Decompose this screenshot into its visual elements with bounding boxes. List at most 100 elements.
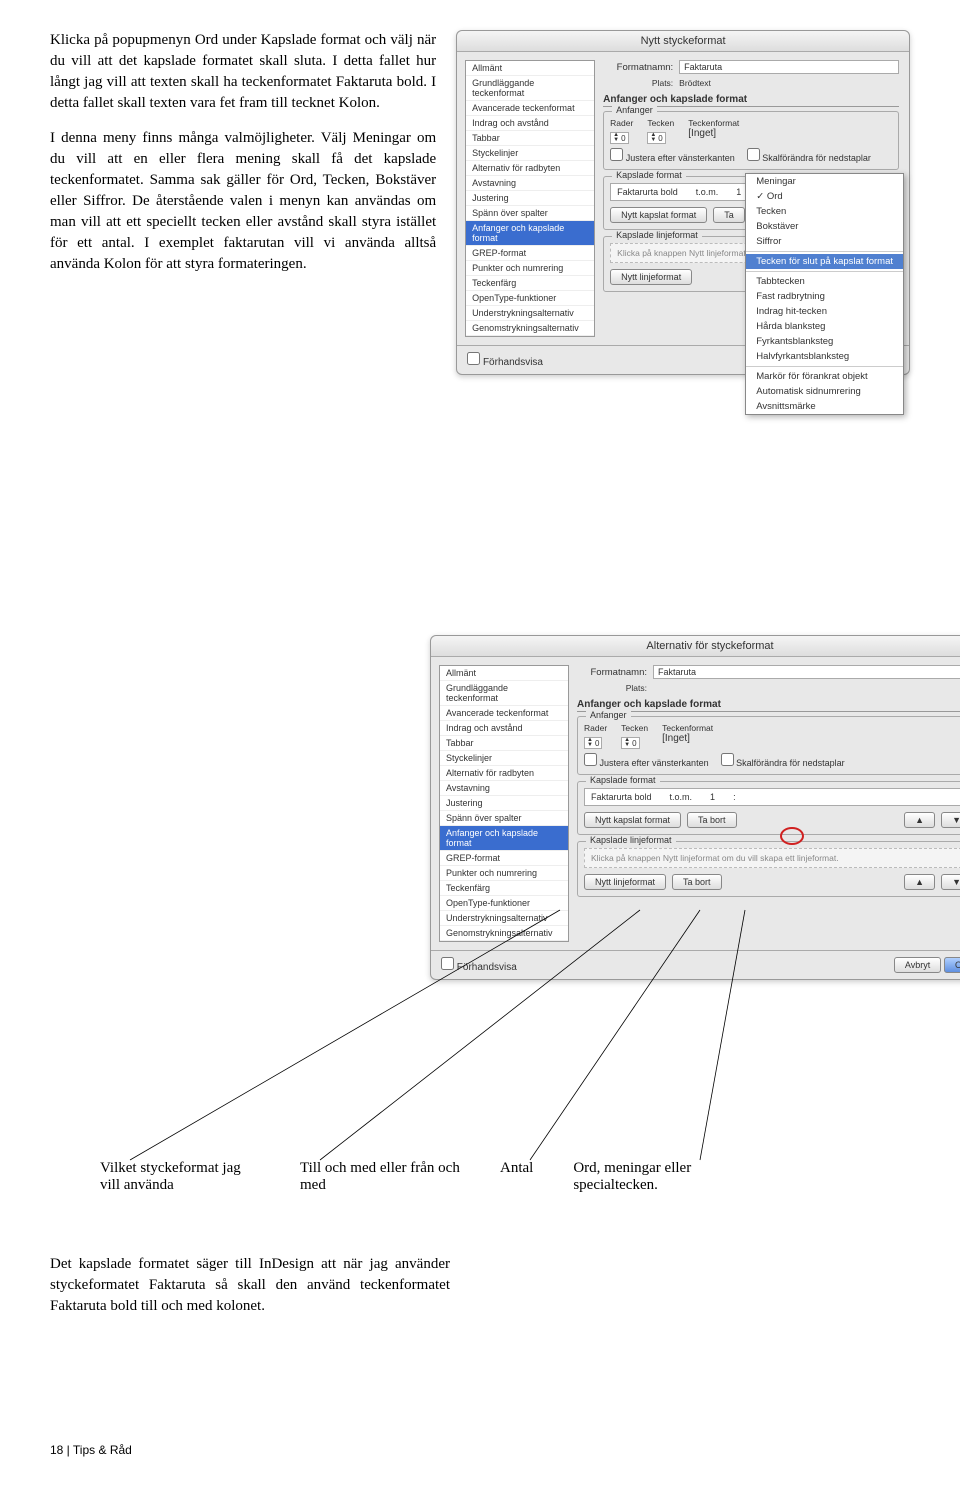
dropdown-item[interactable]: Fast radbrytning: [746, 289, 903, 304]
anfang-group: Anfanger Rader ▲▼0 Tecken ▲▼0 Teckenform…: [577, 716, 960, 775]
sidebar-item[interactable]: GREP-format: [466, 246, 594, 261]
dropdown-item[interactable]: Hårda blanksteg: [746, 319, 903, 334]
nested-count[interactable]: 1: [710, 792, 715, 802]
rader-stepper[interactable]: ▲▼0: [584, 737, 602, 749]
teckenformat-select[interactable]: [Inget]: [662, 733, 960, 744]
sidebar-item[interactable]: Allmänt: [466, 61, 594, 76]
move-up-button[interactable]: ▲: [904, 812, 935, 828]
sidebar-item[interactable]: Grundläggande teckenformat: [440, 681, 568, 706]
dialog-new-paragraph-style: Nytt styckeformat Allmänt Grundläggande …: [456, 30, 910, 375]
dropdown-item[interactable]: Bokstäver: [746, 219, 903, 234]
sidebar-item[interactable]: Avstavning: [466, 176, 594, 191]
chk-justify-left[interactable]: Justera efter vänsterkanten: [610, 148, 735, 163]
preview-checkbox[interactable]: Förhandsvisa: [467, 352, 543, 368]
sidebar-item-selected[interactable]: Anfanger och kapslade format: [466, 221, 594, 246]
move-down-button[interactable]: ▼: [941, 874, 960, 890]
unit-dropdown[interactable]: Meningar Ord Tecken Bokstäver Siffror Te…: [745, 173, 904, 415]
sidebar-item[interactable]: Indrag och avstånd: [440, 721, 568, 736]
sidebar-item[interactable]: Spänn över spalter: [440, 811, 568, 826]
dropdown-item-highlight[interactable]: Tecken för slut på kapslat format: [746, 254, 903, 269]
formatname-input[interactable]: Faktaruta: [679, 60, 899, 74]
sidebar-item[interactable]: Spänn över spalter: [466, 206, 594, 221]
chk-justify-left-box[interactable]: [610, 148, 623, 161]
sidebar-item[interactable]: OpenType-funktioner: [466, 291, 594, 306]
dropdown-item[interactable]: Halvfyrkantsblanksteg: [746, 349, 903, 364]
sidebar-item[interactable]: Styckelinjer: [466, 146, 594, 161]
dropdown-divider: [746, 271, 903, 272]
sidebar-item[interactable]: Grundläggande teckenformat: [466, 76, 594, 101]
nested-tom[interactable]: t.o.m.: [696, 187, 719, 197]
ok-button[interactable]: OK: [944, 957, 960, 973]
delete-line-format-button[interactable]: Ta bort: [672, 874, 722, 890]
chk-scale-desc-box[interactable]: [747, 148, 760, 161]
tecken-stepper[interactable]: ▲▼0: [647, 132, 665, 144]
dropdown-divider: [746, 251, 903, 252]
chk-scale-desc[interactable]: Skalförändra för nedstaplar: [721, 753, 845, 768]
sidebar-item[interactable]: Genomstrykningsalternativ: [466, 321, 594, 336]
category-sidebar[interactable]: Allmänt Grundläggande teckenformat Avanc…: [465, 60, 595, 337]
chk-justify-left-box[interactable]: [584, 753, 597, 766]
sidebar-item[interactable]: Genomstrykningsalternativ: [440, 926, 568, 941]
sidebar-item[interactable]: Avancerade teckenformat: [440, 706, 568, 721]
anno-label-3: Antal: [500, 1160, 533, 1194]
chk-scale-desc-box[interactable]: [721, 753, 734, 766]
new-nested-format-button[interactable]: Nytt kapslat format: [610, 207, 707, 223]
nested-style-name[interactable]: Faktarurta bold: [617, 187, 678, 197]
sidebar-item[interactable]: Avstavning: [440, 781, 568, 796]
dropdown-item[interactable]: Fyrkantsblanksteg: [746, 334, 903, 349]
preview-checkbox-box[interactable]: [467, 352, 480, 365]
delete-nested-format-button[interactable]: Ta bort: [687, 812, 737, 828]
tecken-stepper[interactable]: ▲▼0: [621, 737, 639, 749]
sidebar-item[interactable]: Tabbar: [466, 131, 594, 146]
sidebar-item[interactable]: Punkter och numrering: [440, 866, 568, 881]
sidebar-item[interactable]: Teckenfärg: [466, 276, 594, 291]
dropdown-item[interactable]: Tabbtecken: [746, 274, 903, 289]
sidebar-item[interactable]: Avancerade teckenformat: [466, 101, 594, 116]
teckenformat-select[interactable]: [Inget]: [688, 128, 892, 139]
dropdown-item[interactable]: Indrag hit-tecken: [746, 304, 903, 319]
sidebar-item[interactable]: Justering: [466, 191, 594, 206]
sidebar-item[interactable]: Punkter och numrering: [466, 261, 594, 276]
sidebar-item[interactable]: Styckelinjer: [440, 751, 568, 766]
dropdown-item[interactable]: Automatisk sidnumrering: [746, 384, 903, 399]
cancel-button[interactable]: Avbryt: [894, 957, 941, 973]
sidebar-item[interactable]: OpenType-funktioner: [440, 896, 568, 911]
nested-tom[interactable]: t.o.m.: [670, 792, 693, 802]
move-up-button[interactable]: ▲: [904, 874, 935, 890]
chk-justify-left[interactable]: Justera efter vänsterkanten: [584, 753, 709, 768]
sidebar-item-selected[interactable]: Anfanger och kapslade format: [440, 826, 568, 851]
anno-label-4: Ord, meningar eller specialtecken.: [573, 1160, 733, 1194]
category-sidebar[interactable]: Allmänt Grundläggande teckenformat Avanc…: [439, 665, 569, 942]
nested-format-row[interactable]: Faktarurta bold t.o.m. 1 :: [584, 788, 960, 806]
sidebar-item[interactable]: Allmänt: [440, 666, 568, 681]
dropdown-item[interactable]: Markör för förankrat objekt: [746, 369, 903, 384]
rader-stepper[interactable]: ▲▼0: [610, 132, 628, 144]
dropdown-item[interactable]: Avsnittsmärke: [746, 399, 903, 414]
sidebar-item[interactable]: Understrykningsalternativ: [466, 306, 594, 321]
sidebar-item[interactable]: Teckenfärg: [440, 881, 568, 896]
sidebar-item[interactable]: Alternativ för radbyten: [440, 766, 568, 781]
formatname-input[interactable]: Faktaruta: [653, 665, 960, 679]
nested-style-name[interactable]: Faktarurta bold: [591, 792, 652, 802]
dropdown-divider: [746, 366, 903, 367]
sidebar-item[interactable]: Alternativ för radbyten: [466, 161, 594, 176]
nested-count[interactable]: 1: [736, 187, 741, 197]
sidebar-item[interactable]: Indrag och avstånd: [466, 116, 594, 131]
dropdown-item-checked[interactable]: Ord: [746, 189, 903, 204]
move-down-button[interactable]: ▼: [941, 812, 960, 828]
delete-nested-format-button[interactable]: Ta: [713, 207, 745, 223]
dropdown-item[interactable]: Siffror: [746, 234, 903, 249]
sidebar-item[interactable]: Understrykningsalternativ: [440, 911, 568, 926]
new-line-format-button[interactable]: Nytt linjeformat: [584, 874, 666, 890]
sidebar-item[interactable]: Tabbar: [440, 736, 568, 751]
preview-checkbox-box[interactable]: [441, 957, 454, 970]
nested-unit[interactable]: :: [733, 792, 736, 802]
dropdown-item[interactable]: Tecken: [746, 204, 903, 219]
new-nested-format-button[interactable]: Nytt kapslat format: [584, 812, 681, 828]
preview-checkbox[interactable]: Förhandsvisa: [441, 957, 517, 973]
chk-scale-desc[interactable]: Skalförändra för nedstaplar: [747, 148, 871, 163]
sidebar-item[interactable]: GREP-format: [440, 851, 568, 866]
sidebar-item[interactable]: Justering: [440, 796, 568, 811]
new-line-format-button[interactable]: Nytt linjeformat: [610, 269, 692, 285]
dropdown-item[interactable]: Meningar: [746, 174, 903, 189]
